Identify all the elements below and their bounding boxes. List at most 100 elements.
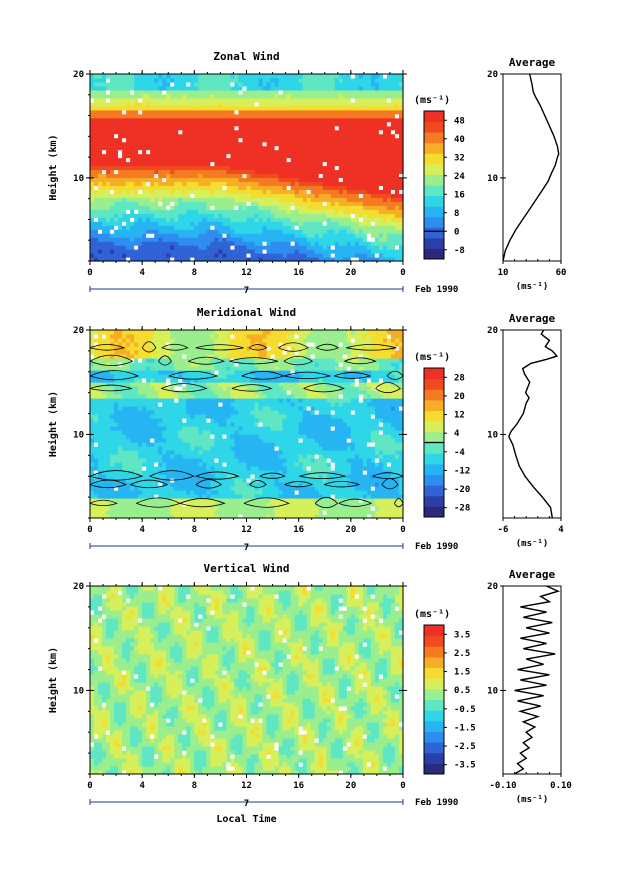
heatmap-cell — [146, 126, 151, 131]
heatmap-cell — [174, 486, 179, 491]
heatmap-cell — [106, 334, 111, 339]
heatmap-cell — [90, 150, 95, 155]
heatmap-cell — [279, 201, 284, 206]
heatmap-cell — [234, 86, 239, 91]
heatmap-cell — [323, 126, 328, 131]
heatmap-cell — [138, 458, 143, 463]
heatmap-cell — [319, 189, 324, 194]
heatmap-cell — [170, 494, 175, 499]
heatmap-cell — [206, 173, 211, 178]
heatmap-cell — [247, 94, 252, 99]
heatmap-cell — [214, 106, 219, 111]
heatmap-cell — [94, 390, 99, 395]
heatmap-cell — [339, 146, 344, 151]
heatmap-cell — [158, 158, 163, 163]
heatmap-cell — [134, 110, 139, 115]
average-frame — [503, 74, 561, 261]
heatmap-cell — [126, 354, 131, 359]
heatmap-cell — [178, 245, 183, 250]
heatmap-cell — [291, 193, 296, 198]
heatmap-cell — [114, 249, 119, 254]
heatmap-cell — [383, 201, 388, 206]
heatmap-cell — [126, 406, 131, 411]
heatmap-cell — [110, 482, 115, 487]
heatmap-cell — [238, 154, 243, 159]
heatmap-cell — [182, 354, 187, 359]
heatmap-cell — [210, 138, 215, 143]
heatmap-cell — [162, 478, 167, 483]
heatmap-cell — [194, 114, 199, 119]
heatmap-cell — [182, 237, 187, 242]
heatmap-cell — [174, 418, 179, 423]
heatmap-cell — [267, 237, 272, 242]
heatmap-cell — [383, 237, 388, 242]
heatmap-cell — [122, 94, 127, 99]
heatmap-cell — [379, 150, 384, 155]
heatmap-cell — [134, 490, 139, 495]
heatmap-cell — [106, 126, 111, 131]
heatmap-cell — [178, 418, 183, 423]
heatmap-cell — [303, 237, 308, 242]
heatmap-cell — [134, 221, 139, 226]
heatmap-cell — [218, 189, 223, 194]
heatmap-cell — [343, 142, 348, 147]
heatmap-cell — [311, 74, 316, 79]
heatmap-cell — [110, 506, 115, 511]
colorbar-swatch — [424, 196, 444, 207]
heatmap-cell — [267, 142, 272, 147]
heatmap-cell — [319, 102, 324, 107]
heatmap-cell — [383, 241, 388, 246]
heatmap-cell — [206, 114, 211, 119]
heatmap-cell — [230, 241, 235, 246]
heatmap-cell — [118, 106, 123, 111]
heatmap-cell — [295, 162, 300, 167]
heatmap-cell — [106, 510, 111, 515]
heatmap-cell — [363, 169, 368, 174]
heatmap-cell — [287, 213, 292, 218]
heatmap-cell — [263, 241, 268, 246]
heatmap-cell — [275, 205, 280, 210]
heatmap-cell — [311, 134, 316, 139]
heatmap-cell — [186, 74, 191, 79]
heatmap-cell — [158, 446, 163, 451]
heatmap-cell — [295, 193, 300, 198]
heatmap-cell — [94, 406, 99, 411]
heatmap-cell — [311, 229, 316, 234]
heatmap-cell — [114, 106, 119, 111]
heatmap-cell — [102, 213, 107, 218]
heatmap-cell — [315, 233, 320, 238]
heatmap-cell — [259, 213, 264, 218]
heatmap-cell — [291, 253, 296, 258]
heatmap-cell — [118, 94, 123, 99]
heatmap-cell — [311, 122, 316, 127]
heatmap-cell — [251, 122, 256, 127]
heatmap-cell — [130, 253, 135, 258]
heatmap-cell — [343, 114, 348, 119]
heatmap-cell — [303, 82, 308, 87]
heatmap-cell — [355, 229, 360, 234]
heatmap-cell — [335, 114, 340, 119]
heatmap-cell — [275, 74, 280, 79]
heatmap-cell — [110, 382, 115, 387]
heatmap-cell — [190, 245, 195, 250]
heatmap-cell — [218, 118, 223, 123]
heatmap-cell — [395, 209, 400, 214]
heatmap-cell — [122, 462, 127, 467]
heatmap-cell — [110, 438, 115, 443]
heatmap-cell — [94, 150, 99, 155]
heatmap-cell — [126, 390, 131, 395]
heatmap-cell — [158, 130, 163, 135]
heatmap-cell — [359, 166, 364, 171]
heatmap-cell — [267, 173, 272, 178]
heatmap-cell — [247, 90, 252, 95]
heatmap-cell — [114, 438, 119, 443]
heatmap-cell — [339, 118, 344, 123]
heatmap-cell — [162, 78, 167, 83]
heatmap-cell — [162, 418, 167, 423]
heatmap-cell — [363, 78, 368, 83]
heatmap-cell — [158, 177, 163, 182]
heatmap-cell — [150, 462, 155, 467]
heatmap-cell — [106, 130, 111, 135]
heatmap-cell — [218, 181, 223, 186]
heatmap-cell — [162, 358, 167, 363]
